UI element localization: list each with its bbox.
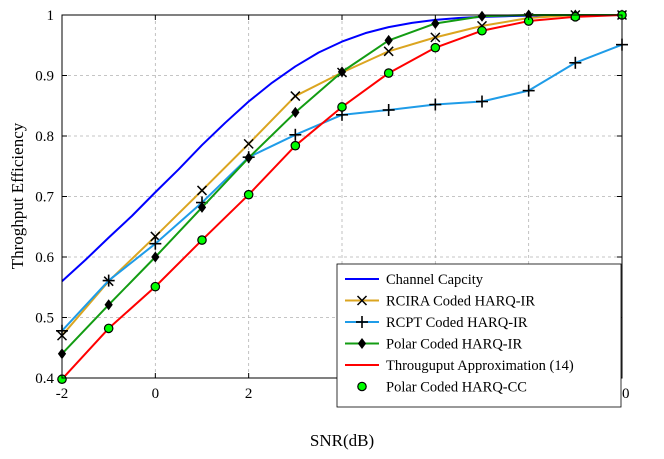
- y-tick-label: 0.9: [35, 69, 54, 85]
- data-point-circle: [290, 140, 301, 151]
- data-point-diamond: [104, 299, 113, 311]
- data-point-circle: [430, 42, 441, 53]
- data-point-x: [430, 32, 441, 43]
- data-point-x: [150, 231, 161, 242]
- data-point-diamond: [337, 66, 347, 78]
- data-point-diamond: [357, 338, 367, 349]
- data-point-circle: [243, 189, 254, 200]
- data-point-x: [243, 138, 254, 149]
- legend: Channel Capcity RCIRA Coded HARQ-IR RCPT C…: [336, 263, 622, 408]
- x-tick-label: 0: [152, 386, 160, 402]
- y-tick-label: 0.6: [35, 250, 54, 266]
- x-tick-label: 2: [245, 386, 253, 402]
- data-point-circle: [383, 68, 394, 78]
- legend-entry: Polar Coded HARQ-CC: [357, 380, 527, 396]
- legend-box: [336, 263, 622, 408]
- legend-label: Channel Capcity: [386, 272, 484, 288]
- legend-entry: RCIRA Coded HARQ-IR: [345, 294, 535, 310]
- data-point-circle: [357, 381, 367, 392]
- legend-label: Througuput Approximation (14): [386, 358, 574, 374]
- legend-label: RCIRA Coded HARQ-IR: [386, 294, 535, 310]
- data-point-circle: [150, 281, 161, 292]
- legend-label: RCPT Coded HARQ-IR: [386, 315, 528, 331]
- y-tick-label: 0.4: [35, 371, 54, 387]
- legend-entry: Channel Capcity: [345, 272, 484, 288]
- y-tick-label: 1: [47, 8, 55, 24]
- legend-entry: Througuput Approximation (14): [345, 358, 574, 374]
- data-point-diamond: [384, 34, 393, 46]
- legend-label: Polar Coded HARQ-CC: [386, 380, 527, 396]
- legend-entry: Polar Coded HARQ-IR: [345, 337, 522, 353]
- legend-entry: RCPT Coded HARQ-IR: [345, 315, 528, 331]
- y-tick-label: 0.5: [35, 311, 54, 327]
- y-tick-label: 0.7: [35, 190, 54, 206]
- data-point-diamond: [244, 152, 253, 164]
- x-axis-title: SNR(dB): [310, 431, 374, 450]
- data-point-diamond: [291, 106, 300, 118]
- data-point-circle: [103, 323, 114, 334]
- data-point-diamond: [477, 10, 487, 22]
- data-point-x: [356, 295, 368, 306]
- y-tick-label: 0.8: [35, 129, 54, 145]
- data-point-diamond: [431, 17, 440, 29]
- data-point-x: [290, 91, 301, 102]
- legend-label: Polar Coded HARQ-IR: [386, 337, 522, 353]
- data-point-x: [196, 185, 208, 196]
- data-point-diamond: [197, 201, 207, 213]
- y-axis-title: Throghput Efficiency: [8, 122, 27, 269]
- x-tick-label: -2: [56, 386, 69, 402]
- data-point-diamond: [151, 251, 160, 263]
- data-point-circle: [197, 235, 207, 245]
- data-point-circle: [337, 102, 347, 112]
- data-point-circle: [477, 25, 487, 36]
- data-point-circle: [570, 12, 581, 22]
- data-point-x: [383, 46, 394, 57]
